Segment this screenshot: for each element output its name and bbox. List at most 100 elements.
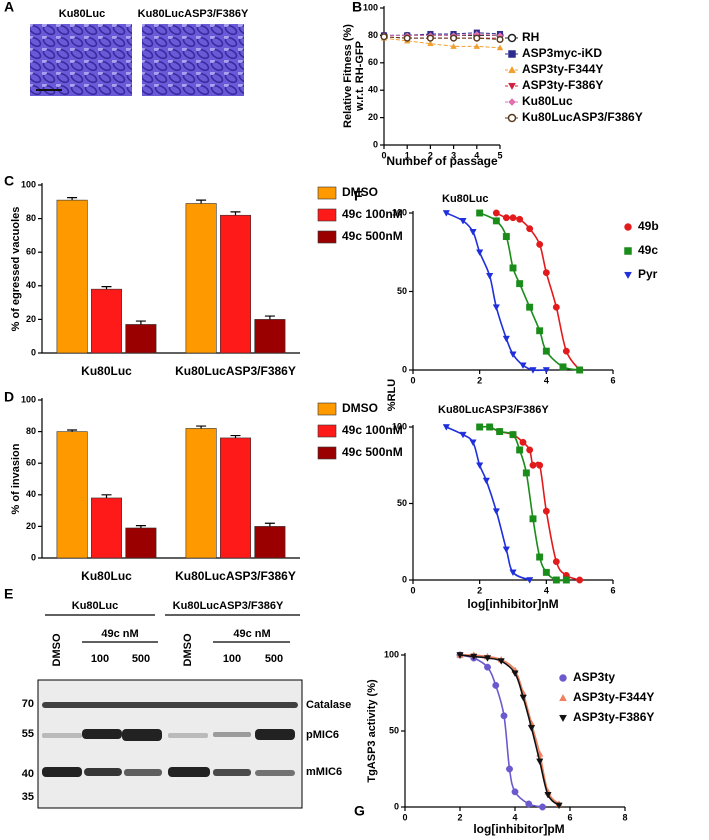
y-axis-label: % of invasion <box>10 443 22 514</box>
bar <box>185 428 217 559</box>
marker <box>502 233 510 241</box>
marker <box>525 800 533 808</box>
legend-label: 49c 100nM <box>342 423 403 437</box>
error-bar <box>230 211 241 216</box>
legend-swatch <box>317 446 337 460</box>
marker <box>427 40 434 47</box>
x-tick-label: 2 <box>428 150 433 160</box>
panel-label: D <box>4 389 14 405</box>
x-axis-label: log[inhibitor]pM <box>473 822 564 836</box>
marker <box>624 247 632 255</box>
bar <box>220 214 252 354</box>
marker <box>562 347 570 355</box>
marker <box>450 34 458 42</box>
legend-label: DMSO <box>342 401 378 415</box>
y-tick-label: 40 <box>26 280 36 290</box>
marker <box>442 210 450 217</box>
marker <box>519 438 527 446</box>
marker <box>502 335 510 343</box>
marker <box>536 553 544 561</box>
marker <box>544 792 552 799</box>
x-tick-label: 2 <box>477 585 482 595</box>
error-bar <box>67 429 78 432</box>
x-tick-label: 0 <box>410 585 415 595</box>
bar <box>185 203 217 354</box>
series-line <box>383 36 501 41</box>
marker <box>542 568 550 576</box>
panel-label: B <box>352 0 362 15</box>
marker <box>483 655 492 662</box>
y-tick-label: 100 <box>363 2 378 12</box>
marker <box>476 462 484 469</box>
marker <box>522 469 530 477</box>
bar <box>125 527 157 559</box>
chart-title: Ku80Luc <box>442 193 488 205</box>
marker <box>476 209 484 217</box>
y-tick-label: 100 <box>21 179 36 189</box>
marker <box>469 439 477 447</box>
marker <box>502 546 510 554</box>
error-bar <box>196 425 207 429</box>
dose-label: 49c nM <box>233 628 270 640</box>
marker <box>508 82 516 91</box>
fit-curve <box>459 654 560 807</box>
marker <box>508 98 516 106</box>
marker <box>536 461 544 469</box>
marker <box>502 214 510 222</box>
marker <box>576 576 584 584</box>
marker <box>552 558 560 566</box>
marker <box>519 694 527 702</box>
marker <box>506 765 513 773</box>
y-tick-label: 60 <box>368 57 378 67</box>
y-tick-label: 20 <box>368 112 378 122</box>
marker <box>482 477 490 485</box>
marker <box>426 34 434 42</box>
error-bar <box>264 522 275 527</box>
marker <box>456 652 464 659</box>
lane-label: 100 <box>223 653 241 665</box>
y-axis-label: TgASP3 activity (%) <box>366 679 378 783</box>
mw-marker: 70 <box>22 698 34 710</box>
error-bar <box>135 525 146 528</box>
bar <box>254 526 286 559</box>
legend-label: 49c 500nM <box>342 445 403 459</box>
marker <box>486 423 494 431</box>
bar <box>254 319 286 354</box>
x-tick-label: 0 <box>381 150 386 160</box>
series-line <box>384 33 501 36</box>
error-bar <box>230 434 241 438</box>
panel-label: E <box>4 586 13 602</box>
marker <box>469 229 477 236</box>
marker <box>536 758 544 766</box>
y-tick-label: 40 <box>26 489 36 499</box>
western-blot: Ku80Luc Ku80LucASP3/F386Y 49c nM 49c nM … <box>22 600 351 809</box>
y-tick-label: 0 <box>402 574 407 584</box>
error-bar <box>101 494 112 498</box>
lane-label: 500 <box>132 653 150 665</box>
marker <box>529 515 537 523</box>
image-label: Ku80Luc <box>59 8 105 20</box>
y-tick-label: 0 <box>394 801 399 811</box>
x-tick-label: 1 <box>405 150 410 160</box>
marker <box>476 249 484 256</box>
error-bar <box>67 197 78 201</box>
x-tick-label: 6 <box>610 585 615 595</box>
marker <box>519 362 527 370</box>
marker <box>555 802 563 810</box>
x-tick-label: 8 <box>622 812 627 822</box>
marker <box>450 43 457 49</box>
y-tick-label: 80 <box>26 426 36 436</box>
band-label: mMIC6 <box>306 766 342 778</box>
marker <box>496 428 504 436</box>
marker <box>473 43 481 49</box>
marker <box>492 304 500 311</box>
marker <box>496 44 504 51</box>
mw-marker: 35 <box>22 791 34 803</box>
legend-label: ASP3ty-F386Y <box>573 710 654 724</box>
marker <box>484 663 491 671</box>
panel-label: C <box>4 173 14 189</box>
y-tick-label: 60 <box>26 247 36 257</box>
marker <box>442 424 450 431</box>
x-tick-label: 5 <box>497 150 502 160</box>
legend-swatch <box>317 186 337 200</box>
